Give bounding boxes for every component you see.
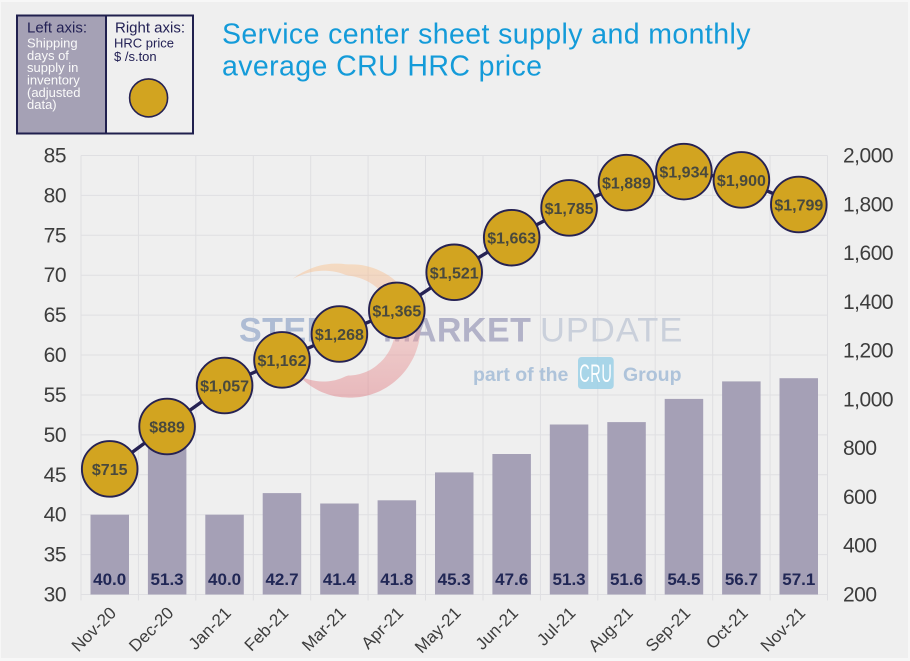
svg-text:$1,521: $1,521 [430,265,479,282]
svg-text:1,400: 1,400 [843,291,893,314]
svg-text:average CRU HRC price: average CRU HRC price [222,51,542,83]
svg-text:$1,365: $1,365 [372,303,421,320]
svg-text:50: 50 [44,424,66,447]
svg-text:65: 65 [44,304,66,327]
svg-text:$1,057: $1,057 [200,379,249,396]
svg-text:40: 40 [44,504,66,527]
svg-text:1,200: 1,200 [843,340,893,363]
svg-text:85: 85 [44,145,66,168]
svg-text:45: 45 [44,464,66,487]
svg-text:$1,268: $1,268 [315,327,364,344]
svg-text:$ /s.ton: $ /s.ton [114,49,157,64]
svg-text:Shipping: Shipping [27,36,78,51]
svg-text:$1,900: $1,900 [717,173,766,190]
svg-text:51.3: 51.3 [553,570,586,589]
svg-text:70: 70 [44,264,66,287]
svg-text:200: 200 [843,584,877,607]
svg-text:30: 30 [44,584,66,607]
svg-text:$715: $715 [92,462,128,479]
svg-text:1,600: 1,600 [843,242,893,265]
svg-text:51.6: 51.6 [610,570,643,589]
svg-text:HRC price: HRC price [114,36,174,51]
svg-text:Service center sheet supply an: Service center sheet supply and monthly [222,19,751,51]
svg-text:54.5: 54.5 [667,570,700,589]
svg-text:1,800: 1,800 [843,193,893,216]
svg-text:40.0: 40.0 [93,570,126,589]
svg-text:UPDATE: UPDATE [540,311,683,349]
svg-text:Right axis:: Right axis: [115,20,185,37]
svg-text:55: 55 [44,384,66,407]
svg-text:Left axis:: Left axis: [27,20,87,37]
svg-text:$1,934: $1,934 [659,165,708,182]
svg-text:$1,663: $1,663 [487,231,536,248]
svg-text:$1,162: $1,162 [258,353,307,370]
svg-text:$1,799: $1,799 [774,198,823,215]
svg-text:51.3: 51.3 [151,570,184,589]
svg-text:41.4: 41.4 [323,570,357,589]
svg-text:days of: days of [27,48,69,63]
svg-text:1,000: 1,000 [843,388,893,411]
svg-text:$889: $889 [149,420,185,437]
svg-text:35: 35 [44,544,66,567]
svg-text:47.6: 47.6 [495,570,528,589]
svg-text:2,000: 2,000 [843,145,893,168]
svg-text:41.8: 41.8 [380,570,413,589]
svg-text:600: 600 [843,486,877,509]
svg-text:(adjusted: (adjusted [27,85,80,100]
svg-text:75: 75 [44,224,66,247]
svg-text:400: 400 [843,535,877,558]
svg-text:part of the: part of the [473,364,568,386]
svg-text:data): data) [27,97,57,112]
svg-text:45.3: 45.3 [438,570,471,589]
svg-text:inventory: inventory [27,73,80,88]
svg-text:80: 80 [44,184,66,207]
svg-text:Group: Group [623,364,682,386]
svg-text:57.1: 57.1 [782,570,815,589]
svg-text:60: 60 [44,344,66,367]
svg-text:42.7: 42.7 [265,570,298,589]
svg-text:supply in: supply in [27,60,78,75]
svg-text:CRU: CRU [579,361,612,388]
svg-text:$1,889: $1,889 [602,176,651,193]
svg-text:800: 800 [843,437,877,460]
svg-text:40.0: 40.0 [208,570,241,589]
svg-text:$1,785: $1,785 [545,201,594,218]
svg-text:56.7: 56.7 [725,570,758,589]
